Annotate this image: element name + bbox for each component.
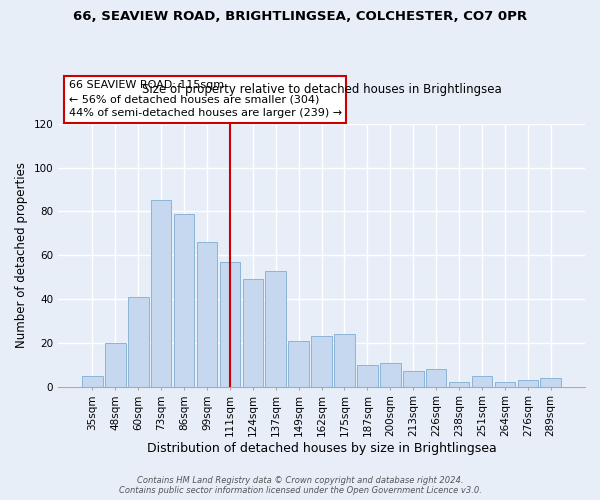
Text: Contains HM Land Registry data © Crown copyright and database right 2024.
Contai: Contains HM Land Registry data © Crown c…	[119, 476, 481, 495]
Bar	[197, 242, 217, 386]
Bar	[242, 280, 263, 386]
Bar	[380, 362, 401, 386]
Bar	[541, 378, 561, 386]
Bar	[311, 336, 332, 386]
Bar	[426, 369, 446, 386]
X-axis label: Distribution of detached houses by size in Brightlingsea: Distribution of detached houses by size …	[147, 442, 496, 455]
Title: Size of property relative to detached houses in Brightlingsea: Size of property relative to detached ho…	[142, 83, 502, 96]
Bar	[357, 365, 378, 386]
Bar	[174, 214, 194, 386]
Bar	[82, 376, 103, 386]
Bar	[494, 382, 515, 386]
Bar	[289, 340, 309, 386]
Bar	[151, 200, 172, 386]
Y-axis label: Number of detached properties: Number of detached properties	[15, 162, 28, 348]
Text: 66, SEAVIEW ROAD, BRIGHTLINGSEA, COLCHESTER, CO7 0PR: 66, SEAVIEW ROAD, BRIGHTLINGSEA, COLCHES…	[73, 10, 527, 23]
Bar	[472, 376, 493, 386]
Bar	[105, 343, 125, 386]
Bar	[128, 297, 149, 386]
Bar	[220, 262, 240, 386]
Bar	[449, 382, 469, 386]
Text: 66 SEAVIEW ROAD: 115sqm
← 56% of detached houses are smaller (304)
44% of semi-d: 66 SEAVIEW ROAD: 115sqm ← 56% of detache…	[69, 80, 342, 118]
Bar	[265, 270, 286, 386]
Bar	[403, 372, 424, 386]
Bar	[518, 380, 538, 386]
Bar	[334, 334, 355, 386]
